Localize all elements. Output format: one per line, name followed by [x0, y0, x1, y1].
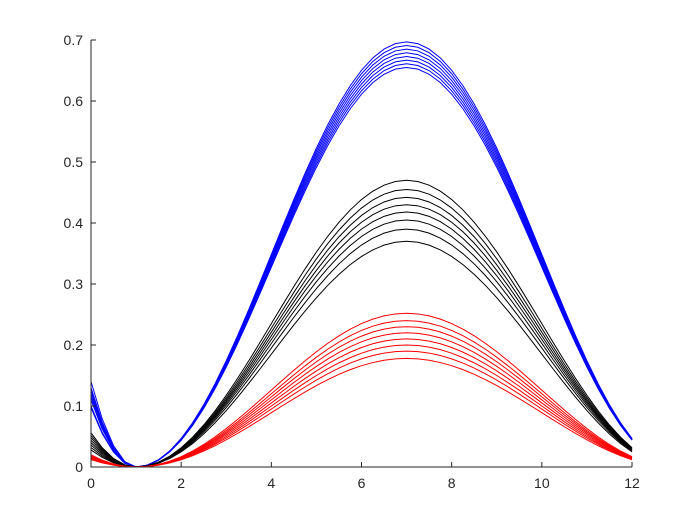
curves-group — [90, 41, 633, 468]
y-tick-label: 0.6 — [64, 93, 84, 109]
y-tick-label: 0.2 — [64, 337, 84, 353]
x-tick-label: 10 — [534, 475, 550, 491]
series-line-group2-curve2 — [90, 228, 633, 468]
x-tick-label: 12 — [624, 475, 640, 491]
x-tick-label: 6 — [358, 475, 366, 491]
y-tick-label: 0.4 — [64, 215, 84, 231]
x-tick-label: 8 — [448, 475, 456, 491]
series-line-group2-curve1 — [90, 240, 633, 468]
y-tick-label: 0.7 — [64, 32, 84, 48]
y-tick-label: 0.5 — [64, 154, 84, 170]
axes-group: 0 2 4 6 8 10 12 0 0.1 0.2 0.3 0.4 0.5 0.6 0.7 — [64, 32, 640, 491]
series-line-group2-curve8 — [90, 179, 633, 468]
x-tick-label: 0 — [87, 475, 95, 491]
series-line-group1-curve8 — [90, 41, 633, 468]
x-tick-label: 2 — [177, 475, 185, 491]
y-tick-label: 0.1 — [64, 398, 84, 414]
series-line-group3-curve8 — [90, 312, 633, 468]
y-tick-label: 0 — [75, 459, 83, 475]
y-tick-label: 0.3 — [64, 276, 84, 292]
x-tick-label: 4 — [267, 475, 275, 491]
